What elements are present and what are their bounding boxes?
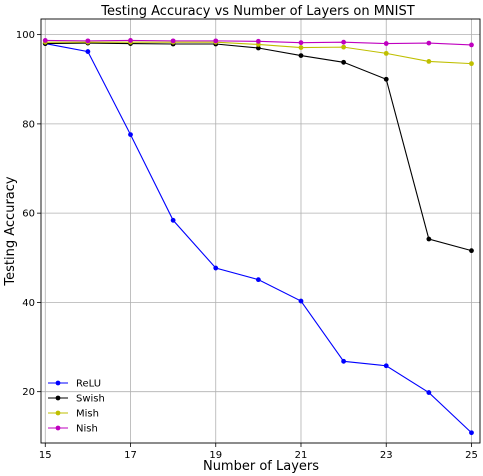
data-point — [85, 49, 91, 54]
data-point — [170, 38, 176, 44]
data-point — [383, 76, 389, 82]
data-point — [298, 298, 304, 304]
legend-label: Nish — [76, 424, 98, 435]
series-relu — [42, 41, 474, 436]
data-point — [383, 41, 389, 46]
data-point — [213, 38, 219, 44]
data-point — [128, 38, 133, 43]
x-tick-label: 19 — [209, 450, 222, 461]
legend-marker — [55, 395, 61, 401]
chart-title: Testing Accuracy vs Number of Layers on … — [100, 4, 414, 19]
data-point — [298, 45, 304, 50]
data-point — [426, 390, 432, 395]
x-tick-label: 23 — [380, 450, 393, 461]
x-tick-label: 17 — [124, 450, 137, 461]
series-nish — [42, 38, 474, 48]
data-point — [341, 358, 347, 364]
data-point — [213, 265, 219, 271]
data-point — [255, 45, 261, 51]
y-tick-label: 60 — [22, 209, 35, 220]
legend-item: Nish — [48, 424, 98, 435]
legend-marker — [55, 425, 61, 431]
x-tick-label: 21 — [295, 450, 308, 461]
grid — [41, 19, 480, 443]
y-tick-label: 20 — [22, 387, 35, 398]
y-tick-label: 40 — [22, 298, 35, 309]
data-point — [469, 248, 474, 254]
data-point — [383, 50, 389, 56]
data-point — [383, 363, 389, 369]
series-layer — [42, 38, 474, 436]
data-point — [469, 430, 474, 436]
data-point — [426, 236, 432, 242]
legend: ReLU Swish Mish Nish — [48, 379, 105, 435]
data-point — [42, 38, 48, 43]
data-point — [170, 217, 176, 223]
legend-item: Mish — [48, 409, 99, 420]
x-tick-label: 15 — [39, 450, 52, 461]
data-point — [255, 38, 261, 44]
y-tick-label: 100 — [16, 30, 35, 41]
legend-label: Mish — [76, 409, 99, 420]
x-axis-label: Number of Layers — [203, 459, 319, 474]
data-point — [426, 59, 432, 64]
y-axis-label: Testing Accuracy — [3, 176, 18, 286]
data-point — [255, 277, 261, 283]
data-point — [298, 53, 304, 58]
x-axis-ticks: 15 17 19 21 23 25 — [39, 443, 478, 461]
legend-label: ReLU — [76, 379, 101, 390]
data-point — [341, 39, 347, 45]
data-point — [128, 132, 133, 137]
plot-frame — [40, 18, 481, 444]
legend-item: Swish — [48, 394, 105, 405]
series-swish — [42, 40, 474, 254]
data-point — [469, 42, 474, 48]
data-point — [341, 59, 347, 65]
series-line — [45, 42, 472, 252]
data-point — [426, 40, 432, 46]
x-tick-label: 25 — [465, 450, 478, 461]
y-tick-label: 80 — [22, 119, 35, 130]
data-point — [469, 61, 474, 67]
series-line — [45, 43, 472, 434]
legend-label: Swish — [76, 394, 105, 405]
legend-marker — [55, 410, 61, 416]
data-point — [298, 40, 304, 46]
legend-item: ReLU — [48, 379, 101, 390]
data-point — [341, 44, 347, 50]
legend-marker — [55, 380, 61, 386]
y-axis-ticks: 20 40 60 80 100 — [16, 30, 41, 398]
data-point — [85, 38, 91, 44]
